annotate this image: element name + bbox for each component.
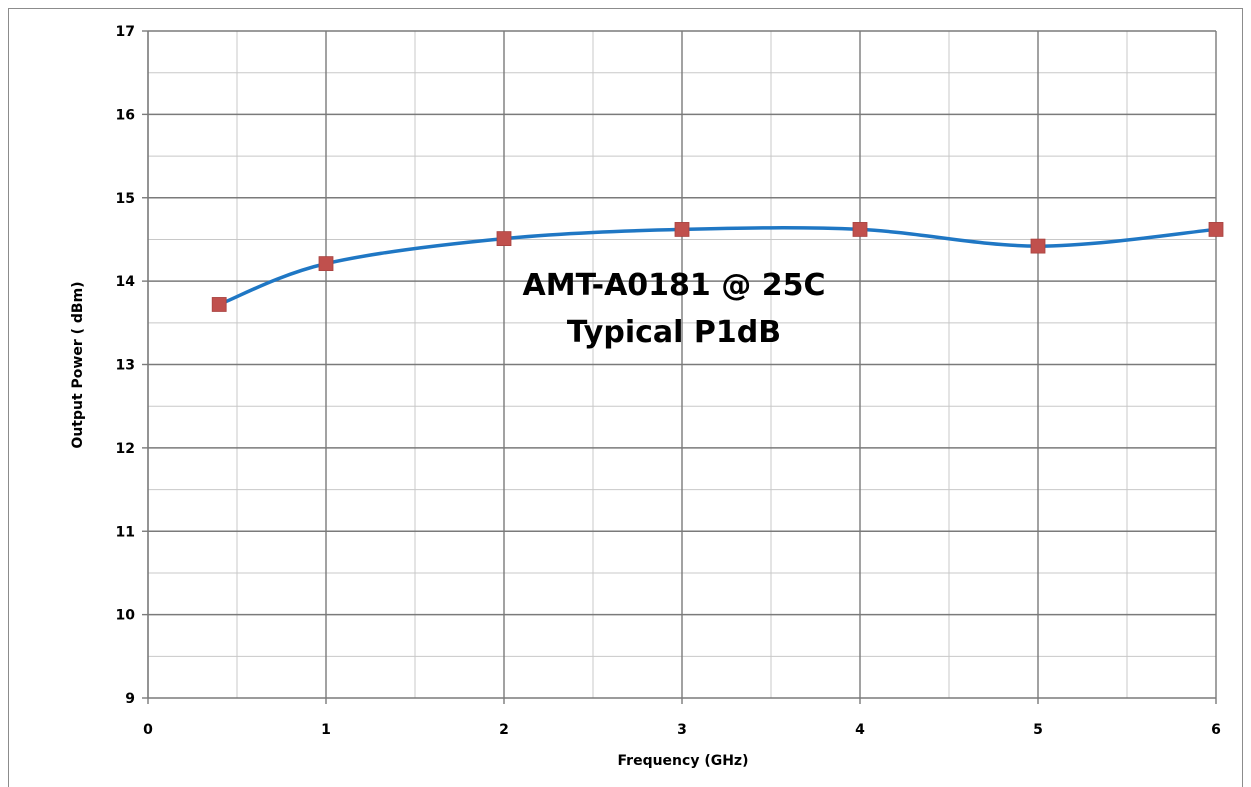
data-point-marker xyxy=(674,222,690,237)
annotation-line-1: AMT-A0181 @ 25C xyxy=(523,268,826,303)
y-tick-label: 15 xyxy=(116,191,135,207)
x-tick-label: 3 xyxy=(677,722,687,738)
data-point-marker xyxy=(852,222,868,237)
x-tick-label: 1 xyxy=(321,722,331,738)
y-tick-label: 13 xyxy=(116,358,135,374)
y-tick-label: 14 xyxy=(116,274,136,290)
y-tick-label: 16 xyxy=(116,107,135,123)
x-tick-label: 5 xyxy=(1033,722,1043,738)
chart-border xyxy=(8,8,1243,787)
data-point-marker xyxy=(211,297,227,312)
data-point-marker xyxy=(496,231,512,247)
y-tick-labels: 9 10 11 12 13 14 15 16 17 xyxy=(116,24,136,707)
y-tick-label: 10 xyxy=(116,608,136,624)
y-tick-label: 9 xyxy=(125,691,135,707)
y-tick-label: 17 xyxy=(116,24,135,40)
y-axis-title: Output Power ( dBm) xyxy=(70,281,86,448)
x-tick-label: 4 xyxy=(855,722,865,738)
x-tick-labels: 0 1 2 3 4 5 6 xyxy=(143,722,1221,738)
axes xyxy=(142,30,1217,704)
grid xyxy=(148,30,1217,698)
x-tick-label: 2 xyxy=(499,722,509,738)
y-tick-label: 12 xyxy=(116,441,135,457)
annotation-line-2: Typical P1dB xyxy=(567,315,781,350)
x-axis-title: Frequency (GHz) xyxy=(618,753,749,769)
data-point-marker xyxy=(1208,222,1224,237)
data-point-marker xyxy=(318,256,334,272)
data-point-marker xyxy=(1030,238,1046,254)
series-group xyxy=(211,222,1224,312)
x-tick-label: 0 xyxy=(143,722,153,738)
x-tick-label: 6 xyxy=(1211,722,1221,738)
y-tick-label: 11 xyxy=(116,524,135,540)
